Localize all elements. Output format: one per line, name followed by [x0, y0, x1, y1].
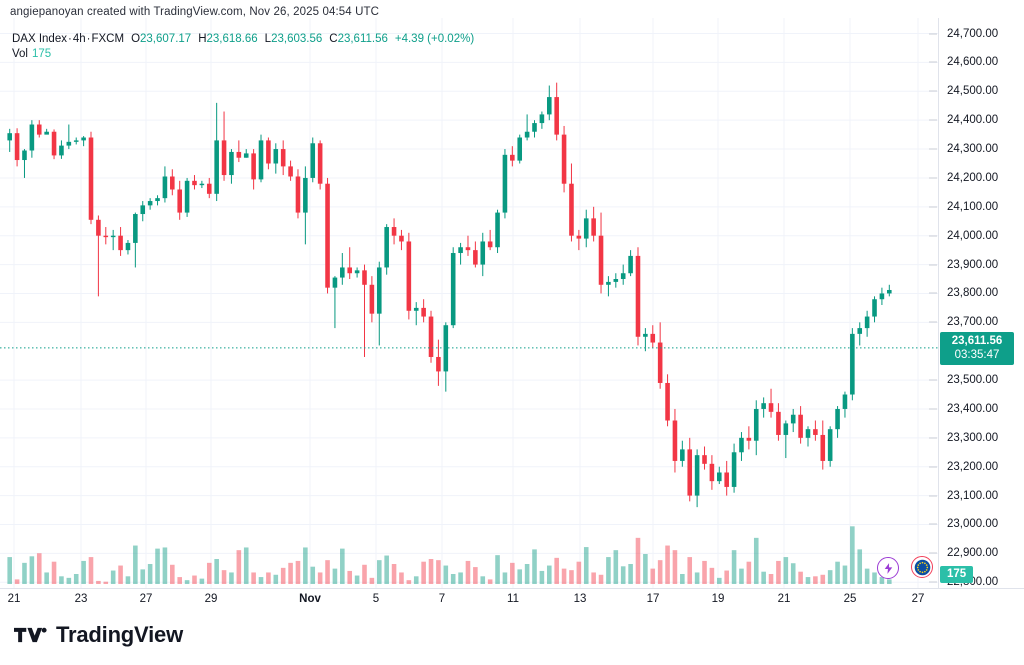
price-tick-mark: [929, 466, 937, 468]
price-tick-label: 23,900.00: [947, 258, 999, 271]
price-tick-label: 24,100.00: [947, 200, 999, 213]
legend-ohlc-row: DAX Index·4h·FXCM O23,607.17 H23,618.66 L23…: [12, 32, 474, 47]
price-tick-mark: [929, 235, 937, 237]
legend-open-label: O: [131, 33, 141, 45]
time-tick-label: 21: [777, 593, 791, 605]
price-tick-mark: [929, 119, 937, 121]
tradingview-wordmark: TradingView: [56, 622, 183, 647]
chart-legend: DAX Index·4h·FXCM O23,607.17 H23,618.66 L23…: [12, 32, 474, 62]
bar-countdown: 03:35:47: [954, 348, 1000, 361]
legend-low-label: L: [264, 33, 272, 45]
legend-separator-2: ·: [86, 33, 91, 45]
price-tick-label: 23,400.00: [947, 402, 999, 415]
eu-flag-icon[interactable]: [911, 556, 933, 578]
price-tick-mark: [929, 437, 937, 439]
legend-interval[interactable]: 4h: [72, 33, 86, 45]
time-tick-label: 23: [74, 593, 88, 605]
legend-exchange: FXCM: [91, 33, 125, 45]
price-tick-label: 23,300.00: [947, 431, 999, 444]
time-tick-label: 11: [507, 593, 519, 605]
legend-volume-row: Vol 175: [12, 47, 474, 62]
legend-volume-label: Vol: [12, 48, 28, 60]
time-axis[interactable]: 21 23 27 29 Nov 5 7 11 13 17 19 21 25 27: [0, 588, 1024, 612]
tradingview-logo[interactable]: TradingView: [14, 622, 183, 648]
price-tick-mark: [929, 321, 937, 323]
price-tick-label: 24,600.00: [947, 56, 999, 69]
price-tick-mark: [929, 495, 937, 497]
volume-badge: 175: [940, 566, 974, 583]
price-tick-label: 24,300.00: [947, 143, 999, 156]
price-tick-label: 23,000.00: [947, 518, 999, 531]
chart-pane[interactable]: [0, 18, 938, 588]
price-tick-mark: [929, 148, 937, 150]
candlestick-plot: [0, 18, 938, 588]
price-tick-mark: [929, 292, 937, 294]
price-tick-label: 24,200.00: [947, 171, 999, 184]
time-tick-label: 27: [911, 593, 925, 605]
bottom-branding-bar: TradingView: [0, 612, 1024, 665]
legend-symbol[interactable]: DAX Index: [12, 33, 67, 45]
attribution-text: angiepanoyan created with TradingView.co…: [10, 6, 380, 18]
price-tick-label: 24,000.00: [947, 229, 999, 242]
legend-separator-1: ·: [67, 33, 72, 45]
tradingview-mark-icon: [14, 627, 47, 643]
price-tick-label: 23,800.00: [947, 287, 999, 300]
time-tick-label: 7: [438, 593, 446, 605]
grid-lines: [0, 18, 938, 588]
legend-low-value: 23,603.56: [271, 33, 323, 45]
price-tick-label: 24,700.00: [947, 27, 999, 40]
price-tick-mark: [929, 552, 937, 554]
time-tick-label: 27: [139, 593, 153, 605]
time-tick-label: Nov: [299, 593, 321, 605]
price-tick-label: 23,700.00: [947, 316, 999, 329]
price-tick-label: 23,200.00: [947, 460, 999, 473]
time-tick-label: 5: [372, 593, 380, 605]
price-tick-mark: [929, 90, 937, 92]
price-tick-label: 24,400.00: [947, 114, 999, 127]
price-tick-mark: [929, 264, 937, 266]
price-tick-mark: [929, 33, 937, 35]
price-tick-mark: [929, 206, 937, 208]
volume-bars: [7, 526, 892, 584]
price-tick-label: 24,500.00: [947, 85, 999, 98]
price-tick-mark: [929, 581, 937, 583]
time-tick-label: 13: [573, 593, 587, 605]
price-axis[interactable]: 24,700.00 24,600.00 24,500.00 24,400.00 24,3…: [929, 18, 1024, 588]
current-price-badge: 23,611.56 03:35:47: [940, 331, 1014, 365]
time-tick-label: 19: [711, 593, 725, 605]
current-price-value: 23,611.56: [951, 334, 1003, 347]
legend-close-value: 23,611.56: [337, 33, 388, 45]
price-tick-mark: [929, 379, 937, 381]
time-tick-label: 25: [843, 593, 857, 605]
price-tick-label: 23,500.00: [947, 374, 999, 387]
price-tick-label: 23,100.00: [947, 489, 999, 502]
time-tick-label: 17: [646, 593, 660, 605]
legend-open-value: 23,607.17: [140, 33, 192, 45]
legend-change: +4.39 (+0.02%): [394, 33, 475, 45]
price-tick-mark: [929, 177, 937, 179]
price-tick-mark: [929, 61, 937, 63]
legend-high-label: H: [198, 33, 207, 45]
price-tick-mark: [929, 408, 937, 410]
legend-high-value: 23,618.66: [206, 33, 258, 45]
legend-close-label: C: [329, 33, 338, 45]
lightning-bolt-icon[interactable]: [877, 557, 899, 579]
candle-series: [7, 82, 892, 508]
price-tick-mark: [929, 523, 937, 525]
time-tick-label: 21: [7, 593, 21, 605]
time-tick-label: 29: [204, 593, 218, 605]
price-tick-label: 22,900.00: [947, 547, 999, 560]
legend-volume-value: 175: [32, 48, 52, 60]
